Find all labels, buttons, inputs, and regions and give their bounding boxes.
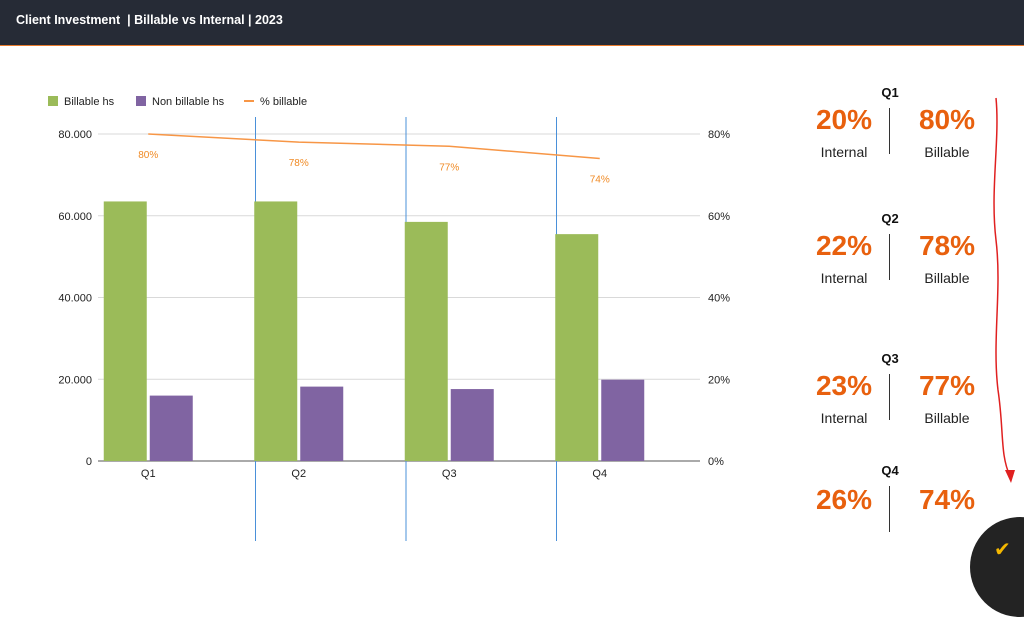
legend-non-billable-label: Non billable hs — [152, 96, 225, 108]
x-tick-label: Q2 — [291, 468, 306, 480]
summary-q3-title: Q3 — [881, 351, 899, 366]
summary-q1-internal-value: 20% — [815, 104, 873, 135]
header-bar: Client Investment | Billable vs Internal… — [0, 0, 1024, 46]
bar-billable — [254, 201, 298, 461]
chevron-down-icon: ✔ — [994, 539, 1011, 561]
summary-q2-billable-value: 78% — [918, 230, 976, 261]
summary-q4-title: Q4 — [881, 463, 899, 478]
summary-q3-billable-label: Billable — [924, 410, 970, 426]
summary-q4-divider — [889, 486, 890, 532]
summary-q2-internal-value: 22% — [815, 230, 873, 261]
combo-chart: 0 0% 20.000 20% 40.000 40% 60.000 60% 80.000 80% Q… — [48, 96, 730, 541]
pct-data-label: 77% — [439, 162, 459, 173]
summary-q2-divider — [889, 234, 890, 280]
legend-pct-billable-label: % billable — [260, 96, 307, 108]
x-tick-label: Q1 — [141, 468, 156, 480]
summary-q2-title: Q2 — [881, 211, 899, 226]
legend-non-billable-swatch — [136, 96, 146, 106]
trend-arrowhead-icon — [1005, 470, 1015, 483]
pct-data-label: 80% — [138, 150, 158, 161]
x-tick-label: Q3 — [442, 468, 457, 480]
y2-tick-label: 80% — [708, 129, 730, 141]
y2-tick-label: 40% — [708, 293, 730, 305]
y-tick-label: 20.000 — [58, 374, 92, 386]
y-tick-label: 60.000 — [58, 211, 92, 223]
trend-arrow-icon — [993, 97, 1011, 477]
summary-q3-divider — [889, 374, 890, 420]
page-title: Client Investment | Billable vs Internal… — [16, 13, 283, 27]
summary-q4-billable-value: 74% — [918, 484, 976, 515]
bar-non-billable — [450, 389, 494, 461]
summary-q1-divider — [889, 108, 890, 154]
legend-billable-label: Billable hs — [64, 96, 115, 108]
bar-non-billable — [300, 386, 344, 461]
bar-non-billable — [601, 379, 645, 461]
summary-q1-billable-value: 80% — [918, 104, 976, 135]
summary-q2-billable-label: Billable — [924, 270, 970, 286]
corner-badge[interactable]: ✔ — [970, 517, 1024, 617]
x-tick-label: Q4 — [592, 468, 607, 480]
bar-billable — [103, 201, 147, 461]
summary-q3-internal-label: Internal — [820, 410, 868, 426]
summary-q2-internal-label: Internal — [820, 270, 868, 286]
bar-billable — [404, 221, 448, 461]
pct-data-label: 78% — [289, 158, 309, 169]
y-tick-label: 80.000 — [58, 129, 92, 141]
y2-tick-label: 0% — [708, 456, 724, 468]
summary-q3-internal-value: 23% — [815, 370, 873, 401]
y2-tick-label: 60% — [708, 211, 730, 223]
bar-non-billable — [149, 395, 193, 461]
summary-q1-internal-label: Internal — [820, 144, 868, 160]
bar-billable — [555, 234, 599, 461]
y2-tick-label: 20% — [708, 374, 730, 386]
summary-q4-internal-value: 26% — [815, 484, 873, 515]
summary-q1-title: Q1 — [881, 85, 899, 100]
summary-q1-billable-label: Billable — [924, 144, 970, 160]
summary-q3-billable-value: 77% — [918, 370, 976, 401]
pct-billable-line — [148, 133, 600, 160]
y-tick-label: 40.000 — [58, 293, 92, 305]
pct-data-label: 74% — [590, 175, 610, 186]
y-tick-label: 0 — [86, 456, 92, 468]
legend-billable-swatch — [48, 96, 58, 106]
